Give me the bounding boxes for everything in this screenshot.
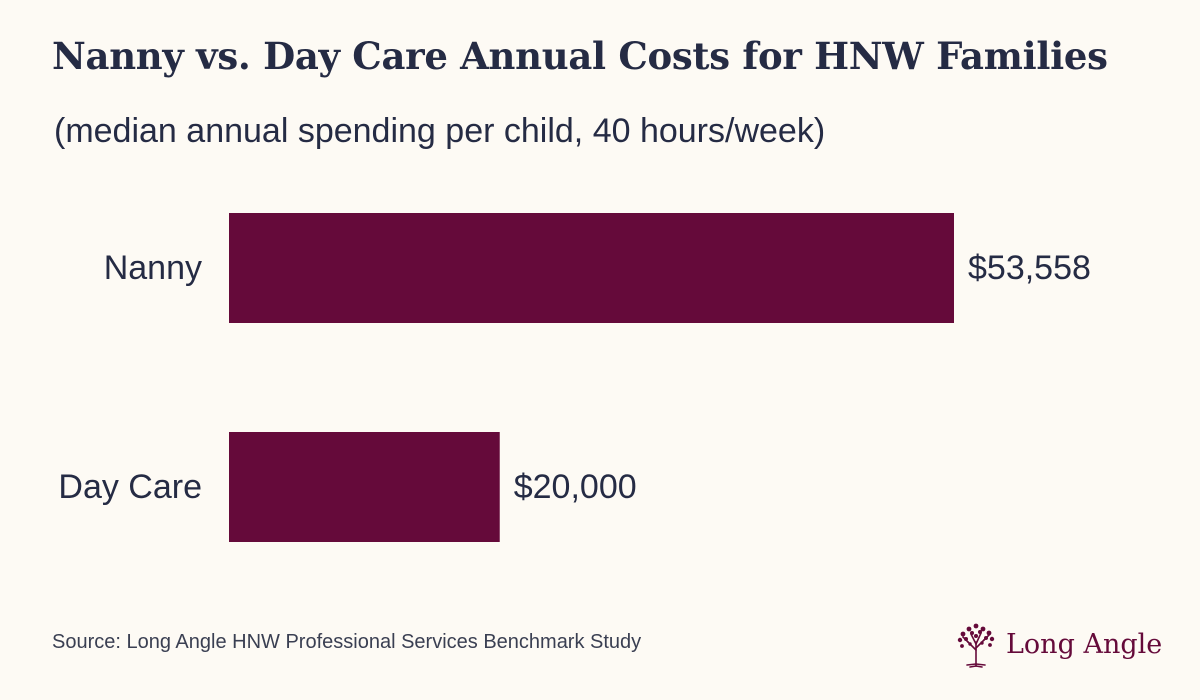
brand-name: Long Angle [1006,628,1163,660]
tree-icon [956,620,996,668]
bar-chart: Nanny $53,558 Day Care $20,000 [58,213,1091,542]
value-label-day-care: $20,000 [514,468,637,506]
source-note: Source: Long Angle HNW Professional Serv… [52,631,642,653]
category-label-nanny: Nanny [104,249,202,287]
bar-nanny [229,213,954,323]
bar-day-care [229,432,500,542]
brand-logo: Long Angle [956,616,1162,672]
chart-title: Nanny vs. Day Care Annual Costs for HNW … [52,34,1108,78]
value-label-nanny: $53,558 [968,249,1091,287]
chart-subtitle: (median annual spending per child, 40 ho… [54,112,826,150]
category-label-day-care: Day Care [58,468,202,506]
